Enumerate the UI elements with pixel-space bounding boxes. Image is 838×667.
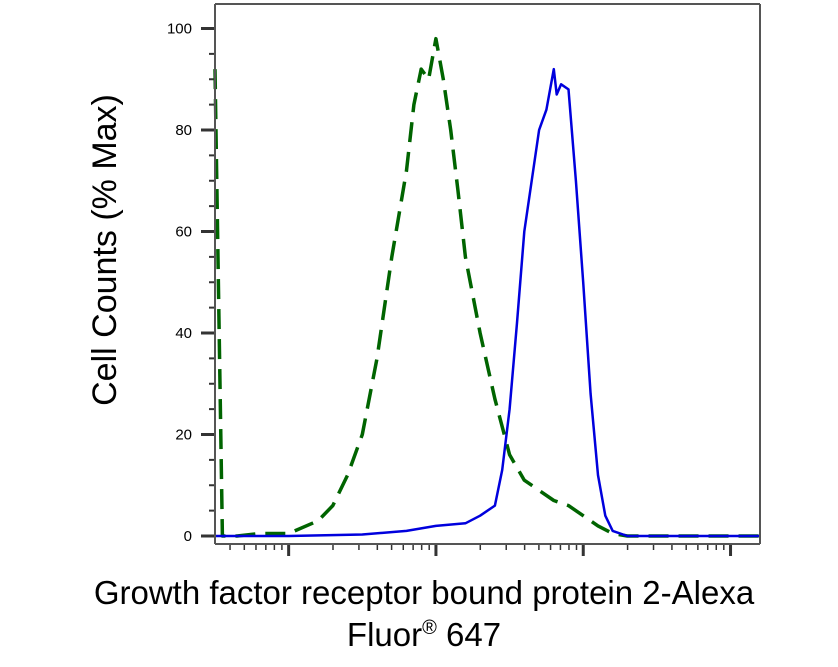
y-tick-label: 0 [184, 528, 192, 545]
y-tick-label: 100 [167, 21, 192, 38]
x-axis-label-line1: Growth factor receptor bound protein 2-A… [94, 574, 755, 611]
y-tick-labels: 0 20 40 60 80 100 [167, 21, 192, 546]
x-axis-label-line2: Fluor® 647 [347, 616, 501, 653]
x-axis-label-number: 647 [437, 616, 501, 653]
isotype-control-series [213, 36, 760, 538]
y-axis-label: Cell Counts (% Max) [86, 94, 124, 406]
y-tick-label: 80 [175, 122, 192, 139]
series-layer [213, 36, 760, 538]
y-tick-label: 40 [175, 325, 192, 342]
y-tick-label: 20 [175, 427, 192, 444]
y-tick-label: 60 [175, 224, 192, 241]
axis-ticks [201, 27, 733, 556]
antibody-series [215, 67, 760, 538]
x-axis-label-fluor: Fluor [347, 616, 422, 653]
x-axis-label-registered-mark: ® [422, 617, 437, 639]
